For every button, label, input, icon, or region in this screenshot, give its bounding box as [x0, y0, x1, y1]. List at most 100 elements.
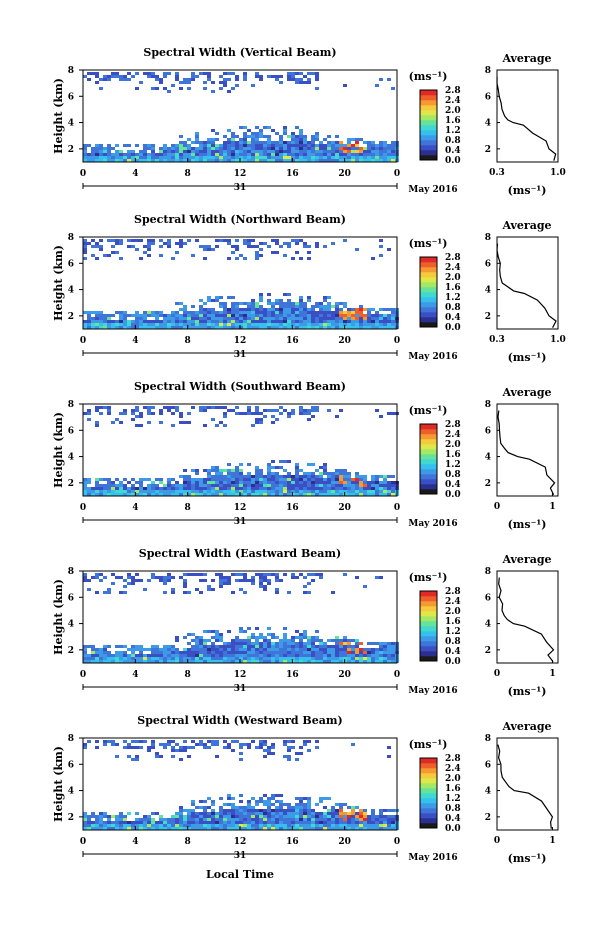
heatmap-cell [319, 150, 323, 153]
heatmap-cell [207, 469, 211, 472]
heatmap-cell [315, 87, 319, 90]
heatmap-cell [207, 630, 211, 633]
heatmap-cell [171, 651, 175, 654]
heatmap-cell [247, 654, 251, 657]
heatmap-cell [95, 156, 99, 159]
heatmap-cell [251, 815, 255, 818]
heatmap-cell [215, 818, 219, 821]
heatmap-cell [99, 314, 103, 317]
heatmap-cell [323, 153, 327, 156]
heatmap-cell [323, 308, 327, 311]
heatmap-cell [95, 576, 99, 579]
heatmap-cell [379, 320, 383, 323]
x-tick-label: 12 [234, 169, 247, 179]
heatmap-cell [235, 75, 239, 78]
heatmap-cell [255, 469, 259, 472]
heatmap-cell [187, 633, 191, 636]
heatmap-cell [103, 326, 107, 329]
heatmap-cell [339, 812, 343, 815]
heatmap-cell [111, 484, 115, 487]
heatmap-cell [247, 627, 251, 630]
heatmap-cell [215, 654, 219, 657]
heatmap-cell [319, 645, 323, 648]
heatmap-cell [111, 582, 115, 585]
average-xlabel: (ms⁻¹) [508, 685, 547, 698]
heatmap-cell [271, 129, 275, 132]
heatmap-cell [211, 147, 215, 150]
heatmap-cell [199, 299, 203, 302]
heatmap-cell [183, 159, 187, 162]
colorbar-tick: 0.4 [445, 313, 461, 323]
heatmap-cell [135, 481, 139, 484]
heatmap-cell [127, 239, 131, 242]
heatmap-cell [267, 409, 271, 412]
heatmap-cell [251, 579, 255, 582]
heatmap-cell [127, 153, 131, 156]
heatmap-cell [379, 818, 383, 821]
heatmap-cell [155, 75, 159, 78]
heatmap-cell [283, 254, 287, 257]
heatmap-cell [187, 591, 191, 594]
heatmap-cell [147, 412, 151, 415]
heatmap-cell [299, 299, 303, 302]
heatmap-cell [115, 418, 119, 421]
heatmap-cell [263, 487, 267, 490]
heatmap-cell [347, 651, 351, 654]
heatmap-cell [91, 827, 95, 830]
heatmap-cell [119, 651, 123, 654]
heatmap-cell [271, 657, 275, 660]
heatmap-cell [299, 636, 303, 639]
heatmap-cell [323, 299, 327, 302]
heatmap-cell [227, 320, 231, 323]
heatmap-cell [339, 815, 343, 818]
heatmap-cell [299, 484, 303, 487]
heatmap-cell [235, 239, 239, 242]
average-x-tick-label: 0 [494, 669, 500, 679]
heatmap-cell [279, 800, 283, 803]
heatmap-cell [195, 487, 199, 490]
heatmap-cell [287, 818, 291, 821]
heatmap-cell [311, 475, 315, 478]
heatmap-cell [267, 314, 271, 317]
heatmap-cell [311, 636, 315, 639]
heatmap-cell [131, 239, 135, 242]
heatmap-cell [343, 144, 347, 147]
heatmap-cell [307, 81, 311, 84]
heatmap-cell [323, 317, 327, 320]
heatmap-cell [335, 824, 339, 827]
heatmap-cell [187, 144, 191, 147]
heatmap-cell [363, 308, 367, 311]
heatmap-cell [219, 648, 223, 651]
heatmap-cell [315, 803, 319, 806]
heatmap-cell [267, 654, 271, 657]
heatmap-cell [379, 651, 383, 654]
heatmap-cell [215, 147, 219, 150]
heatmap-cell [247, 245, 251, 248]
heatmap-cell [303, 651, 307, 654]
heatmap-cell [123, 412, 127, 415]
heatmap-cell [219, 239, 223, 242]
colorbar-segment [420, 429, 437, 435]
heatmap-cell [131, 821, 135, 824]
heatmap-cell [379, 323, 383, 326]
average-y-tick-label: 8 [485, 567, 491, 577]
panel-2: Spectral Width (Southward Beam)0 4 8 12 16 20… [52, 380, 559, 531]
heatmap-cell [247, 323, 251, 326]
heatmap-cell [335, 305, 339, 308]
heatmap-cell [263, 755, 267, 758]
heatmap-cell [179, 475, 183, 478]
heatmap-cell [215, 630, 219, 633]
heatmap-cell [267, 466, 271, 469]
heatmap-cell [371, 147, 375, 150]
heatmap-cell [267, 75, 271, 78]
heatmap-cell [315, 478, 319, 481]
heatmap-cell [163, 824, 167, 827]
heatmap-cell [295, 326, 299, 329]
heatmap-cell [391, 654, 395, 657]
heatmap-cell [107, 490, 111, 493]
heatmap-cell [259, 487, 263, 490]
heatmap-cell [183, 150, 187, 153]
heatmap-cell [191, 651, 195, 654]
heatmap-cell [143, 740, 147, 743]
heatmap-cell [267, 311, 271, 314]
